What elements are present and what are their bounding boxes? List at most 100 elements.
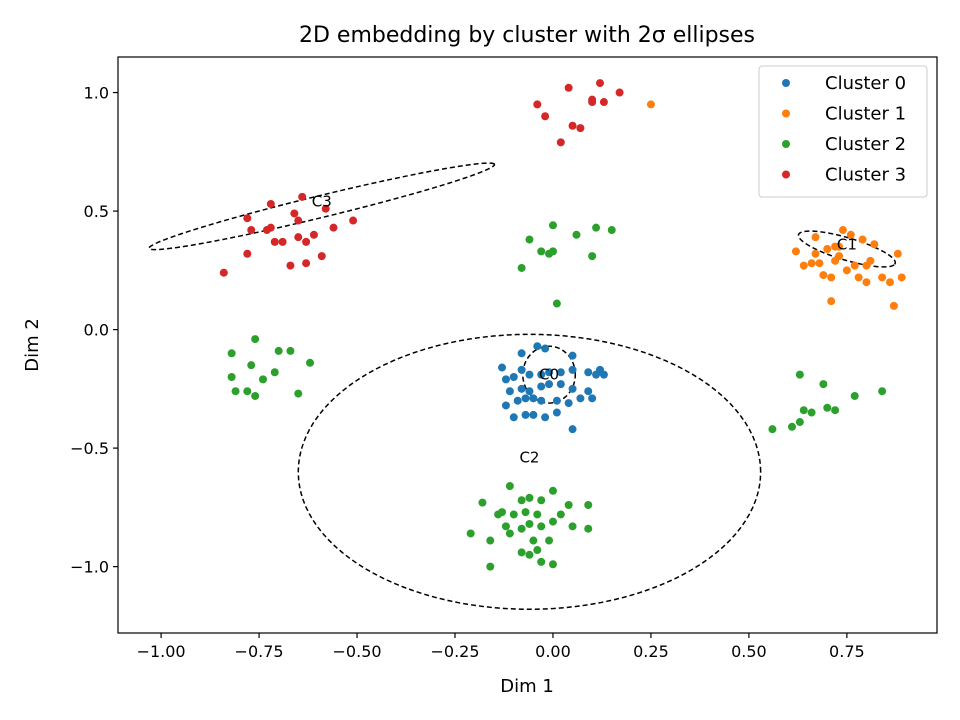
scatter-point-cluster-3 (568, 121, 577, 130)
legend: Cluster 0 Cluster 1 Cluster 2 Cluster 3 (758, 65, 928, 198)
legend-label: Cluster 3 (825, 165, 906, 186)
scatter-point-cluster-2 (548, 486, 557, 495)
scatter-point-cluster-0 (599, 370, 608, 379)
scatter-point-cluster-1 (799, 261, 808, 270)
scatter-point-cluster-0 (568, 365, 577, 374)
scatter-point-cluster-2 (251, 391, 260, 400)
x-axis-label: Dim 1 (500, 676, 554, 697)
scatter-point-cluster-0 (556, 380, 565, 389)
scatter-point-cluster-2 (556, 510, 565, 519)
scatter-point-cluster-2 (537, 557, 546, 566)
scatter-point-cluster-2 (505, 482, 514, 491)
x-tick-label: −1.00 (137, 642, 186, 661)
ellipse-c1 (797, 230, 897, 268)
scatter-point-cluster-0 (509, 413, 518, 422)
scatter-point-cluster-0 (552, 396, 561, 405)
scatter-point-cluster-3 (270, 237, 279, 246)
ellipse-c2 (297, 333, 762, 611)
x-tick-label: 0.75 (829, 642, 865, 661)
scatter-point-cluster-2 (788, 422, 797, 431)
legend-box (758, 65, 928, 198)
scatter-point-cluster-3 (329, 223, 338, 232)
scatter-point-cluster-1 (807, 259, 816, 268)
y-tick-label: 0.0 (84, 321, 109, 340)
scatter-point-cluster-2 (247, 361, 256, 370)
scatter-point-cluster-2 (537, 496, 546, 505)
scatter-point-cluster-0 (505, 387, 514, 396)
ellipse-label: C2 (519, 449, 539, 467)
scatter-point-cluster-3 (321, 204, 330, 213)
scatter-point-cluster-3 (596, 79, 604, 88)
scatter-point-cluster-0 (552, 408, 561, 417)
scatter-point-cluster-0 (533, 342, 542, 351)
scatter-point-cluster-1 (827, 273, 836, 282)
scatter-point-cluster-0 (525, 370, 534, 379)
legend-marker-2 (782, 140, 790, 148)
scatter-point-cluster-3 (266, 199, 275, 208)
scatter-point-cluster-2 (517, 548, 526, 557)
scatter-point-cluster-2 (306, 358, 315, 367)
scatter-point-cluster-3 (615, 88, 624, 97)
x-tick-label: 0.00 (535, 642, 571, 661)
scatter-point-cluster-1 (811, 233, 820, 242)
scatter-point-cluster-3 (309, 230, 318, 239)
scatter-point-cluster-3 (599, 98, 608, 107)
scatter-point-cluster-1 (838, 226, 847, 235)
scatter-point-cluster-2 (270, 368, 279, 377)
scatter-point-cluster-1 (858, 235, 867, 244)
scatter-point-cluster-1 (827, 297, 836, 306)
scatter-point-cluster-3 (533, 100, 542, 109)
scatter-point-cluster-0 (529, 394, 538, 403)
scatter-point-cluster-1 (791, 247, 800, 256)
y-axis-label: Dim 2 (22, 318, 43, 372)
x-tick-label: −0.75 (235, 642, 284, 661)
scatter-point-cluster-2 (588, 252, 597, 261)
scatter-point-cluster-3 (576, 124, 585, 133)
scatter-point-cluster-1 (862, 278, 871, 287)
scatter-point-cluster-2 (533, 546, 542, 555)
scatter-point-cluster-0 (541, 344, 550, 353)
scatter-point-cluster-3 (294, 216, 303, 225)
scatter-point-cluster-1 (893, 249, 902, 258)
scatter-point-cluster-2 (823, 403, 832, 412)
legend-label: Cluster 2 (825, 134, 906, 155)
scatter-point-cluster-0 (541, 413, 550, 422)
scatter-point-cluster-1 (854, 273, 863, 282)
scatter-point-cluster-2 (795, 418, 804, 427)
scatter-point-cluster-2 (294, 389, 303, 398)
scatter-point-cluster-2 (286, 346, 295, 355)
scatter-point-cluster-0 (521, 394, 530, 403)
scatter-point-cluster-2 (607, 226, 616, 235)
legend-marker-3 (782, 170, 790, 179)
scatter-point-cluster-3 (286, 261, 295, 270)
scatter-point-cluster-2 (498, 508, 507, 517)
scatter-point-cluster-2 (548, 517, 557, 526)
scatter-point-cluster-2 (584, 524, 593, 533)
x-axis: −1.00 −0.75 −0.50 −0.25 0.00 0.25 0.50 0.75 (137, 633, 865, 661)
legend-label: Cluster 0 (825, 73, 906, 94)
scatter-point-cluster-2 (517, 496, 526, 505)
scatter-point-cluster-2 (548, 221, 557, 230)
y-tick-label: −1.0 (70, 558, 109, 577)
scatter-point-cluster-2 (501, 522, 510, 531)
scatter-point-cluster-1 (846, 230, 855, 239)
scatter-point-cluster-0 (517, 365, 526, 374)
scatter-point-cluster-2 (564, 501, 573, 509)
legend-marker-0 (782, 79, 790, 87)
scatter-point-cluster-1 (878, 273, 887, 282)
y-tick-label: −0.5 (70, 439, 109, 458)
y-tick-label: 1.0 (84, 84, 109, 103)
scatter-point-cluster-1 (866, 256, 875, 265)
scatter-point-cluster-2 (533, 510, 542, 519)
scatter-point-cluster-3 (564, 83, 573, 92)
scatter-point-cluster-3 (290, 209, 299, 218)
legend-label: Cluster 1 (825, 104, 906, 125)
ellipse-label: C0 (539, 366, 559, 384)
scatter-point-cluster-2 (274, 346, 283, 355)
scatter-point-cluster-1 (815, 259, 824, 268)
scatter-point-cluster-3 (556, 138, 565, 147)
scatter-point-cluster-1 (835, 242, 844, 251)
scatter-point-cluster-3 (588, 98, 597, 107)
scatter-point-cluster-0 (513, 396, 522, 405)
ellipse-layer (148, 162, 897, 611)
